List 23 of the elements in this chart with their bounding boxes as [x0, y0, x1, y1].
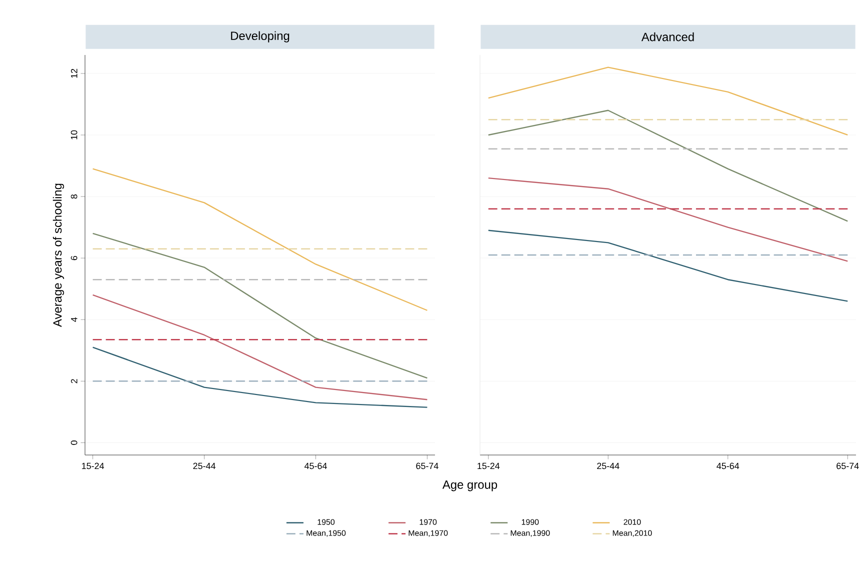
- chart-title: Developing: [231, 31, 290, 42]
- y-tick-label: 4: [71, 317, 78, 322]
- line-series: [92, 346, 428, 408]
- line-series: [92, 168, 428, 311]
- x-tick-label: 65-74: [416, 462, 438, 470]
- y-axis-title: Average years of schooling: [52, 184, 64, 327]
- x-tick-label: 15-24: [82, 462, 104, 470]
- y-tick-label: 12: [70, 68, 78, 78]
- line-series: [92, 232, 428, 379]
- y-tick-label: 8: [70, 194, 78, 199]
- y-tick-label: 0: [70, 440, 78, 445]
- x-tick-label: 45-64: [716, 462, 740, 470]
- y-tick-label: 6: [70, 256, 78, 260]
- y-tick-label: 2: [70, 379, 78, 384]
- y-tick-label: 10: [70, 130, 78, 140]
- x-tick-label: 25-44: [597, 462, 620, 470]
- x-tick-label: 65-74: [836, 462, 859, 470]
- x-tick-label: 45-64: [304, 462, 327, 470]
- x-tick-label: 25-44: [193, 462, 216, 470]
- x-tick-label: 15-24: [478, 462, 500, 470]
- chart-title: Advanced: [641, 32, 694, 42]
- line-series: [92, 294, 428, 400]
- x-axis-title: Age group: [442, 480, 498, 492]
